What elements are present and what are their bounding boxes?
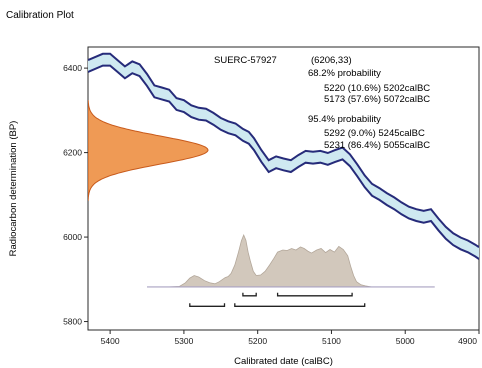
x-tick-label-4900: 4900 bbox=[458, 336, 477, 346]
calibration-band-fill bbox=[88, 53, 479, 259]
y-tick-label-6200: 6200 bbox=[63, 148, 82, 158]
x-tick-label-5200: 5200 bbox=[248, 336, 267, 346]
x-tick-label-5100: 5100 bbox=[322, 336, 341, 346]
calibration-curve bbox=[88, 52, 479, 260]
calibration-curve-upper bbox=[88, 52, 479, 249]
calibrated-distribution bbox=[147, 233, 435, 288]
annotation-block: SUERC-57927 (6206,33) 68.2% probability … bbox=[214, 55, 430, 151]
y-tick-label-6400: 6400 bbox=[63, 63, 82, 73]
x-axis-label: Calibrated date (calBC) bbox=[234, 356, 333, 367]
calibrated-probability-area bbox=[147, 233, 409, 288]
sample-value: (6206,33) bbox=[311, 55, 352, 66]
y-tick-label-6000: 6000 bbox=[63, 232, 82, 242]
range-bracket-68-2 bbox=[276, 292, 353, 297]
prob-68-range-2: 5173 (57.6%) 5072calBC bbox=[324, 94, 430, 105]
x-tick-label-5400: 5400 bbox=[101, 336, 120, 346]
axes: 5400 5300 5200 5100 5000 4900 5800 6000 6200 6400 bbox=[63, 63, 480, 346]
probability-range-brackets bbox=[189, 292, 366, 307]
calibration-curve-lower bbox=[88, 64, 479, 260]
y-tick-label-5800: 5800 bbox=[63, 317, 82, 327]
prob-95-label: 95.4% probability bbox=[308, 114, 381, 125]
sample-id: SUERC-57927 bbox=[214, 55, 277, 66]
range-bracket-95-2 bbox=[234, 303, 366, 307]
y-axis-label: Radiocarbon determination (BP) bbox=[8, 121, 19, 257]
range-bracket-95-1 bbox=[189, 303, 226, 307]
radiocarbon-distribution bbox=[88, 100, 209, 201]
prob-95-range-2: 5231 (86.4%) 5055calBC bbox=[324, 140, 430, 151]
radiocarbon-probability-area bbox=[88, 100, 209, 201]
range-bracket-68-1 bbox=[242, 292, 257, 297]
plot-area: SUERC-57927 (6206,33) 68.2% probability … bbox=[87, 46, 480, 331]
prob-68-range-1: 5220 (10.6%) 5202calBC bbox=[324, 83, 430, 94]
chart-title: Calibration Plot bbox=[6, 10, 74, 21]
x-tick-label-5300: 5300 bbox=[174, 336, 193, 346]
prob-95-range-1: 5292 (9.0%) 5245calBC bbox=[324, 128, 425, 139]
prob-68-label: 68.2% probability bbox=[308, 68, 381, 79]
x-tick-label-5000: 5000 bbox=[396, 336, 415, 346]
